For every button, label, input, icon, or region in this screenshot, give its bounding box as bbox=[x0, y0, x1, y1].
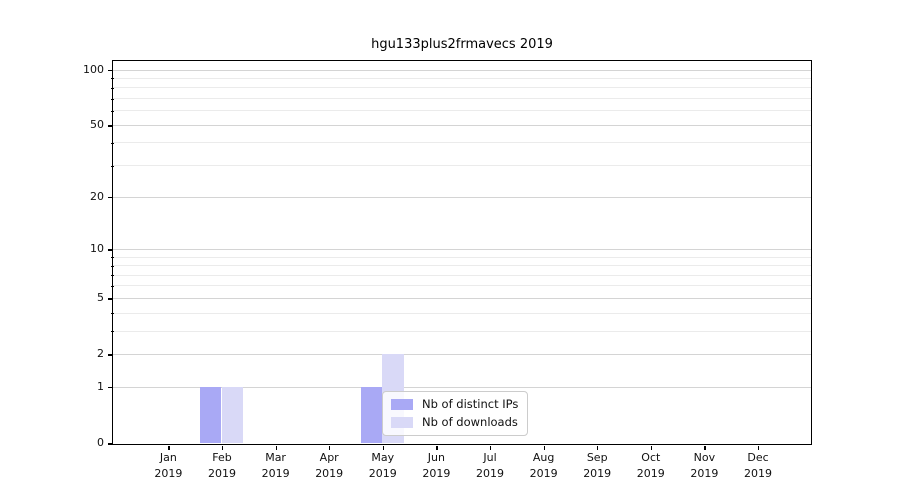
x-tick bbox=[650, 445, 653, 450]
x-tick-year: 2019 bbox=[368, 466, 397, 480]
y-tick bbox=[108, 125, 113, 127]
y-tick-label: 20 bbox=[90, 190, 104, 203]
y-tick bbox=[108, 197, 113, 199]
x-tick bbox=[329, 445, 331, 450]
y-minor-tick bbox=[110, 331, 114, 333]
gridline-minor bbox=[113, 312, 811, 314]
x-tick-year: 2019 bbox=[583, 466, 612, 480]
y-tick bbox=[108, 70, 113, 72]
gridline-major bbox=[113, 248, 811, 250]
chart-title: hgu133plus2frmavecs 2019 bbox=[371, 37, 553, 52]
y-minor-tick bbox=[110, 165, 114, 167]
x-tick-label: Jan 2019 bbox=[137, 450, 199, 481]
y-minor-tick bbox=[110, 257, 114, 258]
x-tick-year: 2019 bbox=[690, 466, 719, 480]
gridline-minor bbox=[113, 142, 811, 144]
y-minor-tick bbox=[110, 98, 114, 100]
y-tick-label: 2 bbox=[97, 347, 104, 361]
gridline-minor bbox=[113, 87, 811, 89]
y-tick bbox=[108, 387, 113, 389]
legend-swatch-downloads bbox=[391, 417, 413, 428]
x-tick-year: 2019 bbox=[422, 466, 451, 480]
bar-distinct-ips bbox=[200, 386, 222, 443]
x-tick-year: 2019 bbox=[476, 466, 504, 480]
y-minor-tick bbox=[110, 265, 114, 267]
x-tick-label: Sep 2019 bbox=[566, 450, 628, 481]
legend-label-downloads: Nb of downloads bbox=[422, 415, 518, 429]
legend-item-downloads: Nb of downloads bbox=[391, 416, 518, 429]
x-tick-label: Aug 2019 bbox=[513, 450, 575, 481]
x-tick-year: 2019 bbox=[154, 466, 183, 480]
x-tick-year: 2019 bbox=[744, 466, 772, 480]
x-tick bbox=[275, 445, 277, 450]
gridline-minor bbox=[113, 330, 811, 332]
bar-downloads bbox=[221, 386, 243, 443]
y-minor-tick bbox=[110, 142, 114, 144]
y-tick-label: 10 bbox=[90, 242, 104, 256]
x-tick bbox=[436, 445, 438, 450]
x-tick-label: Dec 2019 bbox=[727, 450, 789, 481]
x-tick bbox=[704, 445, 706, 450]
gridline-minor bbox=[113, 256, 811, 258]
x-tick bbox=[382, 445, 385, 450]
y-minor-tick bbox=[110, 87, 114, 89]
y-tick bbox=[108, 298, 113, 300]
x-tick-label: Jun 2019 bbox=[405, 450, 467, 481]
y-minor-tick bbox=[110, 78, 114, 80]
gridline-minor bbox=[113, 98, 811, 99]
y-tick-label: 0 bbox=[97, 436, 104, 450]
gridline-minor bbox=[113, 165, 811, 166]
gridline-major bbox=[113, 196, 811, 198]
y-minor-tick bbox=[110, 285, 114, 287]
bar-distinct-ips bbox=[360, 386, 383, 443]
gridline-minor bbox=[113, 285, 811, 287]
x-tick-label: Feb 2019 bbox=[191, 450, 253, 481]
gridline-major bbox=[113, 386, 811, 388]
x-tick bbox=[490, 445, 492, 450]
gridline-minor bbox=[113, 77, 811, 79]
y-tick-label: 100 bbox=[83, 63, 104, 76]
plot-area: Nb of distinct IPs Nb of downloads bbox=[112, 60, 812, 445]
gridline-major bbox=[113, 69, 811, 71]
y-tick bbox=[108, 354, 113, 356]
x-tick bbox=[758, 445, 760, 450]
y-tick bbox=[108, 443, 113, 445]
x-tick bbox=[543, 445, 545, 450]
legend-item-distinct-ips: Nb of distinct IPs bbox=[391, 398, 518, 411]
x-tick-year: 2019 bbox=[529, 466, 558, 480]
x-tick bbox=[597, 445, 599, 450]
x-tick-label: May 2019 bbox=[352, 450, 414, 481]
x-tick-label: Apr 2019 bbox=[298, 450, 360, 481]
legend-label-distinct-ips: Nb of distinct IPs bbox=[422, 397, 519, 411]
x-tick-label: Nov 2019 bbox=[673, 450, 735, 481]
gridline-minor bbox=[113, 265, 811, 267]
x-tick-year: 2019 bbox=[208, 466, 236, 480]
y-tick-label: 50 bbox=[90, 118, 104, 132]
gridline-minor bbox=[113, 274, 811, 276]
gridline-major bbox=[113, 124, 811, 126]
x-tick-year: 2019 bbox=[636, 466, 665, 480]
legend: Nb of distinct IPs Nb of downloads bbox=[382, 391, 529, 436]
x-tick bbox=[222, 445, 224, 450]
gridline-minor bbox=[113, 110, 811, 112]
x-tick-label: Mar 2019 bbox=[245, 450, 307, 481]
gridline-major bbox=[113, 297, 811, 299]
y-minor-tick bbox=[110, 110, 114, 112]
x-tick-label: Jul 2019 bbox=[459, 450, 521, 481]
x-tick-label: Oct 2019 bbox=[620, 450, 682, 481]
x-tick-year: 2019 bbox=[315, 466, 344, 480]
legend-swatch-distinct-ips bbox=[391, 399, 413, 410]
y-tick-label: 5 bbox=[97, 291, 104, 305]
y-minor-tick bbox=[110, 313, 114, 315]
x-tick bbox=[168, 445, 170, 450]
y-minor-tick bbox=[110, 275, 114, 277]
x-tick-year: 2019 bbox=[261, 466, 290, 480]
gridline-major bbox=[113, 353, 811, 355]
y-tick bbox=[108, 249, 113, 251]
y-tick-label: 1 bbox=[97, 380, 104, 394]
